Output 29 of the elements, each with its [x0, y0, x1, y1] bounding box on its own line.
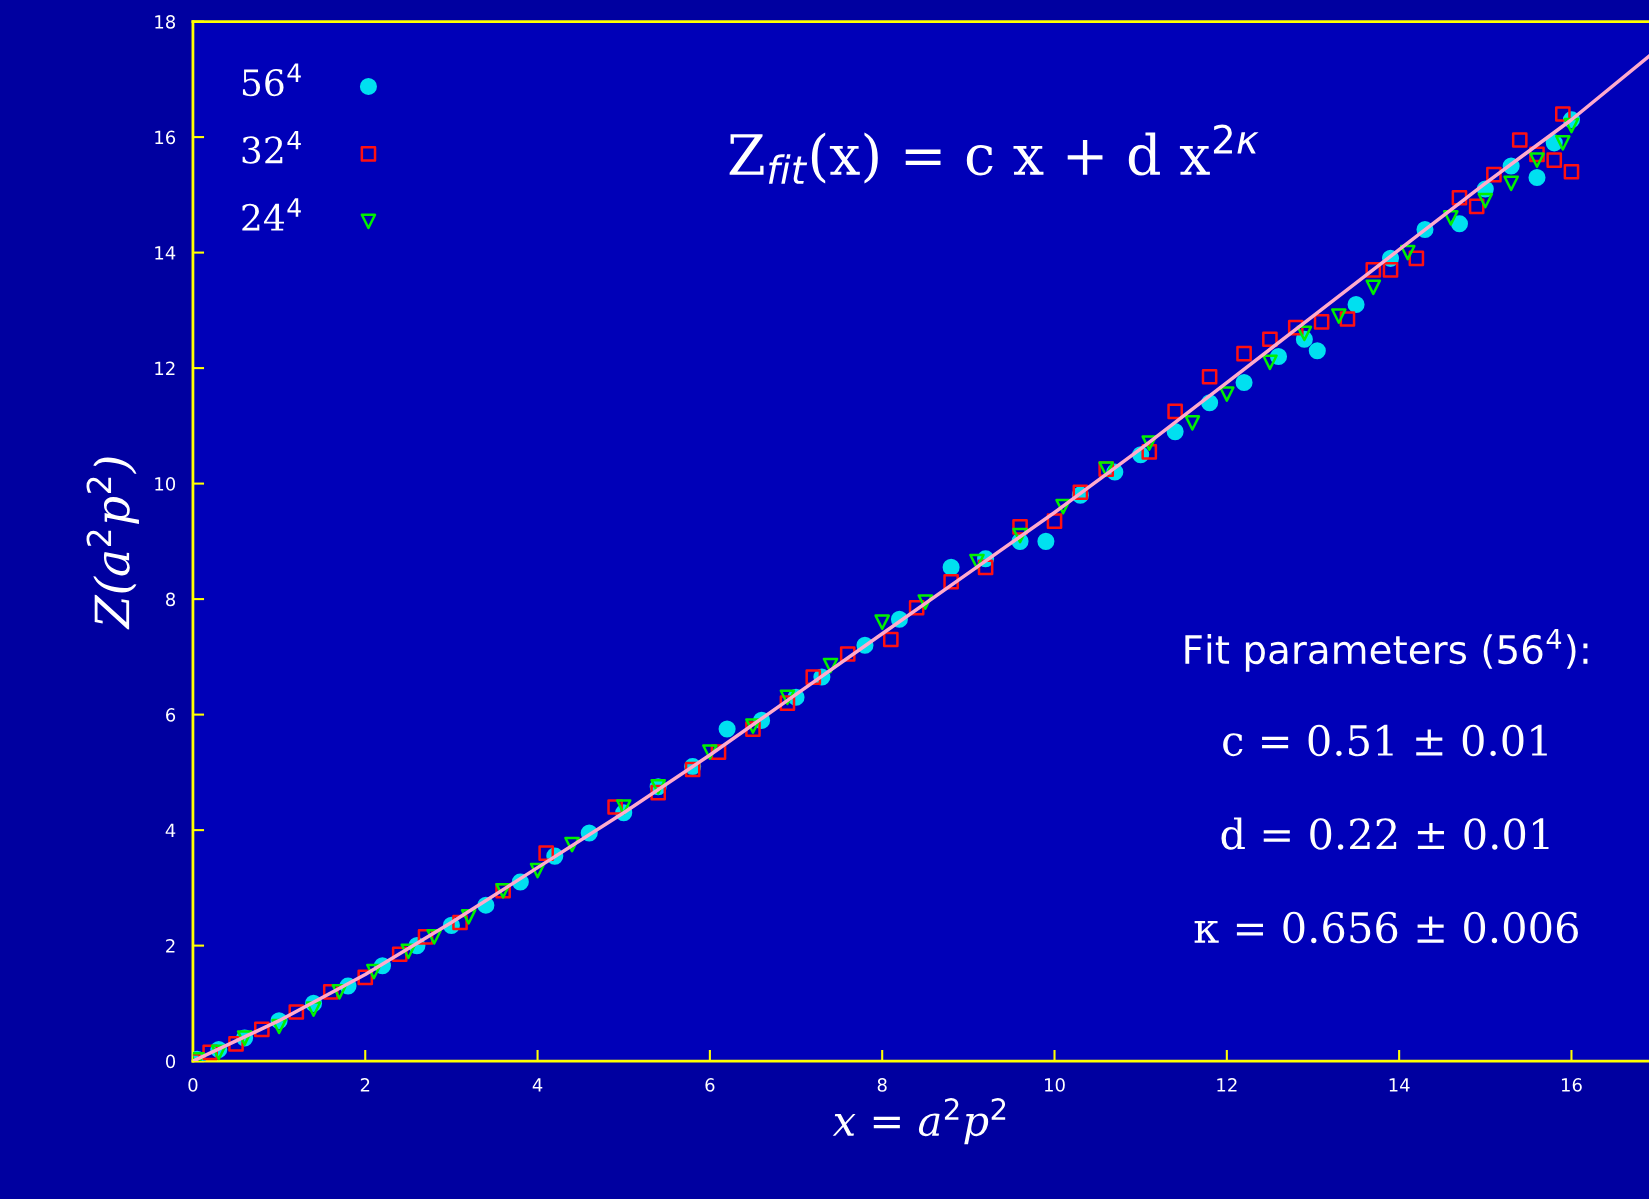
x-tick-label: 6 [705, 1078, 715, 1092]
legend-label: 24$^{4}$ [242, 198, 301, 231]
y-tick-label: 16 [155, 130, 176, 145]
annotation: c = 0.51 ± 0.01 [1223, 724, 1547, 757]
annotation: κ = 0.656 ± 0.006 [1194, 911, 1578, 944]
x-tick-label: 8 [877, 1078, 887, 1092]
y-tick-label: 8 [166, 592, 176, 607]
y-tick-label: 4 [165, 823, 176, 837]
y-axis-title: Z(a$^{2}$p$^{2}$) [86, 457, 139, 630]
y-tick-label: 10 [155, 477, 176, 491]
x-tick-label: 12 [1217, 1078, 1237, 1092]
y-tick-label: 6 [166, 708, 176, 722]
annotation: Z$_{fit}$(x) = c x + d x$^{2κ}$ [729, 124, 1259, 184]
y-tick-label: 12 [155, 361, 175, 375]
x-tick-label: 2 [360, 1078, 370, 1092]
legend-label: 56$^{4}$ [242, 63, 301, 97]
y-tick-label: 2 [166, 939, 175, 953]
y-tick-label: 0 [165, 1054, 176, 1069]
annotation: Fit parameters (56$^{4}$): [1185, 628, 1588, 672]
x-tick-label: 10 [1045, 1078, 1065, 1092]
x-tick-label: 14 [1389, 1078, 1410, 1092]
legend-label: 32$^{4}$ [242, 130, 301, 164]
y-tick-label: 18 [155, 15, 176, 29]
x-tick-label: 4 [532, 1078, 543, 1092]
x-tick-label: 0 [188, 1078, 198, 1092]
x-axis-title: x = a$^{2}$p$^{2}$ [832, 1098, 1006, 1145]
x-tick-label: 16 [1561, 1078, 1582, 1092]
y-tick-label: 14 [155, 246, 176, 260]
annotation: d = 0.22 ± 0.01 [1221, 817, 1549, 850]
